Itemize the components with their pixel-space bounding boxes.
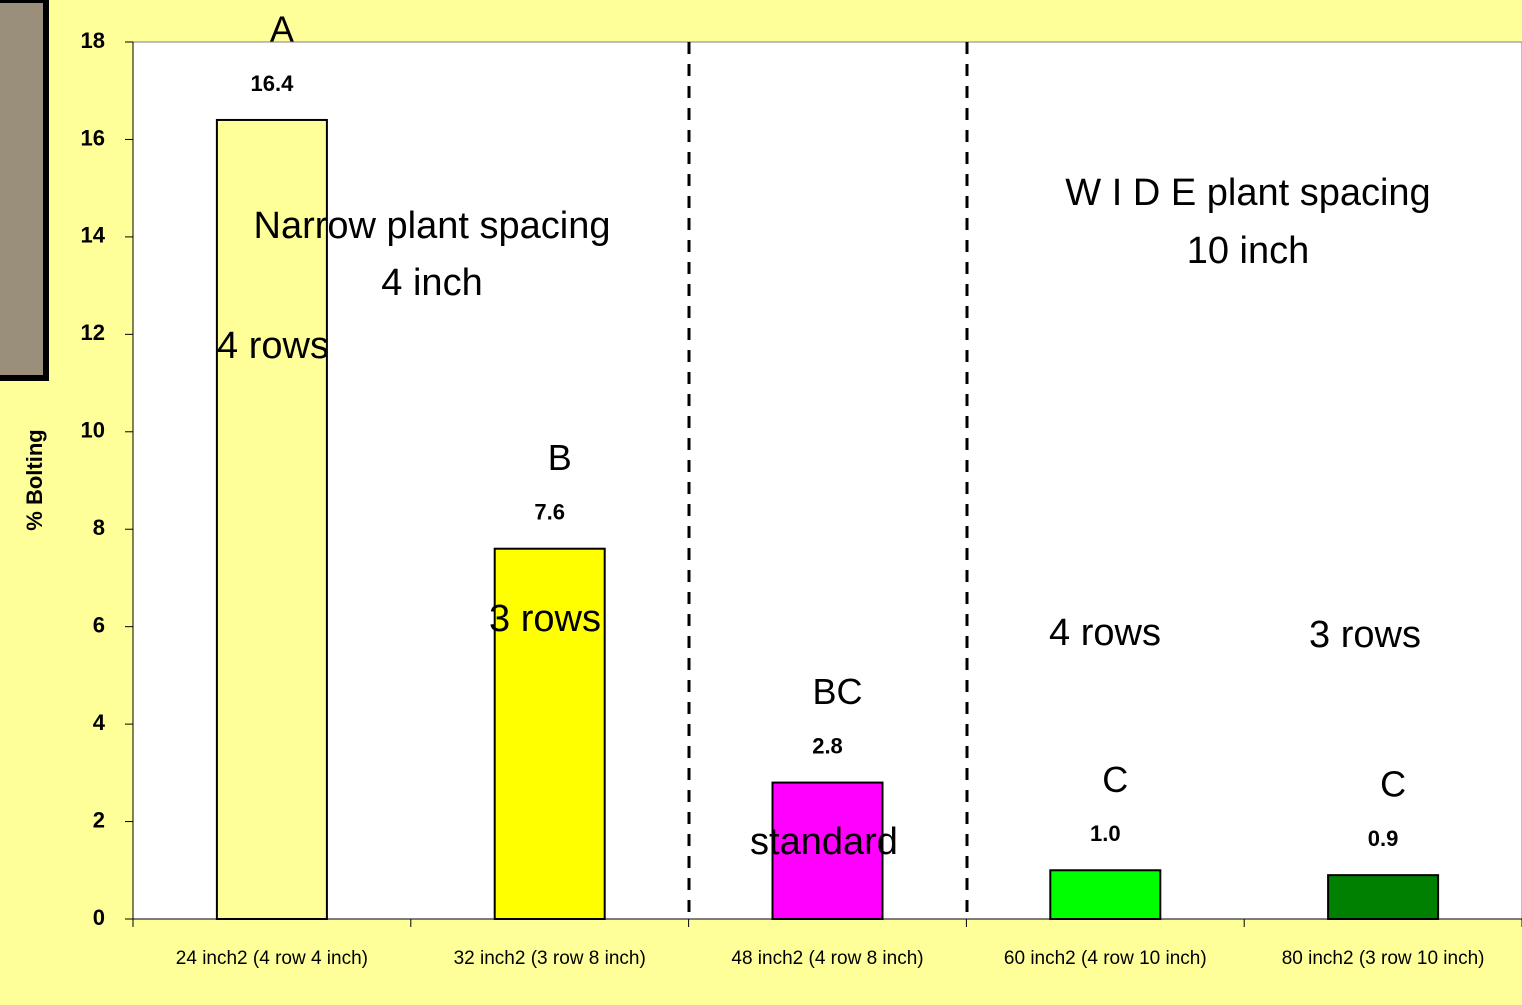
y-tick-label: 2 — [93, 807, 105, 832]
annotation: 3 rows — [489, 598, 601, 640]
annotation: 4 rows — [1049, 612, 1161, 654]
x-tick-label: 48 inch2 (4 row 8 inch) — [692, 946, 964, 972]
y-axis-label: % Bolting — [22, 429, 47, 530]
y-tick-label: 12 — [81, 320, 105, 345]
annotation: 3 rows — [1309, 614, 1421, 656]
annotation: 4 rows — [217, 325, 329, 367]
y-tick-label: 0 — [93, 905, 105, 930]
x-tick-label: 24 inch2 (4 row 4 inch) — [136, 946, 408, 972]
value-label: 7.6 — [534, 500, 565, 525]
y-tick-label: 6 — [93, 612, 105, 637]
x-tick-label: 80 inch2 (3 row 10 inch) — [1268, 946, 1498, 972]
value-label: 2.8 — [812, 733, 843, 758]
page: % Bolting 0 2 4 6 8 10 12 14 16 18 16.4 A 7.6 B 2.8 BC 1… — [0, 0, 1522, 1005]
y-tick-label: 8 — [93, 515, 105, 540]
significance-letter: A — [270, 8, 294, 49]
annotation: Narrow plant spacing — [254, 205, 611, 247]
value-label: 0.9 — [1368, 826, 1399, 851]
y-tick-label: 14 — [81, 223, 106, 248]
y-tick-label: 18 — [81, 28, 105, 53]
x-tick-label: 32 inch2 (3 row 8 inch) — [414, 946, 686, 972]
significance-letter: B — [548, 437, 572, 478]
annotation: 4 inch — [381, 262, 482, 304]
chart: % Bolting 0 2 4 6 8 10 12 14 16 18 16.4 A 7.6 B 2.8 BC 1… — [0, 0, 1522, 1005]
bar — [1328, 875, 1438, 919]
y-tick-label: 16 — [81, 125, 105, 150]
x-tick-label: 60 inch2 (4 row 10 inch) — [990, 946, 1220, 972]
annotation: 10 inch — [1187, 230, 1310, 272]
annotation: W I D E plant spacing — [1065, 172, 1430, 214]
value-label: 1.0 — [1090, 821, 1121, 846]
value-label: 16.4 — [250, 71, 294, 96]
annotation: standard — [750, 821, 898, 863]
y-tick-label: 4 — [93, 710, 106, 735]
significance-letter: BC — [812, 671, 862, 712]
y-tick-label: 10 — [81, 418, 105, 443]
bar — [1050, 870, 1160, 919]
photo — [0, 0, 46, 378]
significance-letter: C — [1102, 759, 1128, 800]
significance-letter: C — [1380, 764, 1406, 805]
